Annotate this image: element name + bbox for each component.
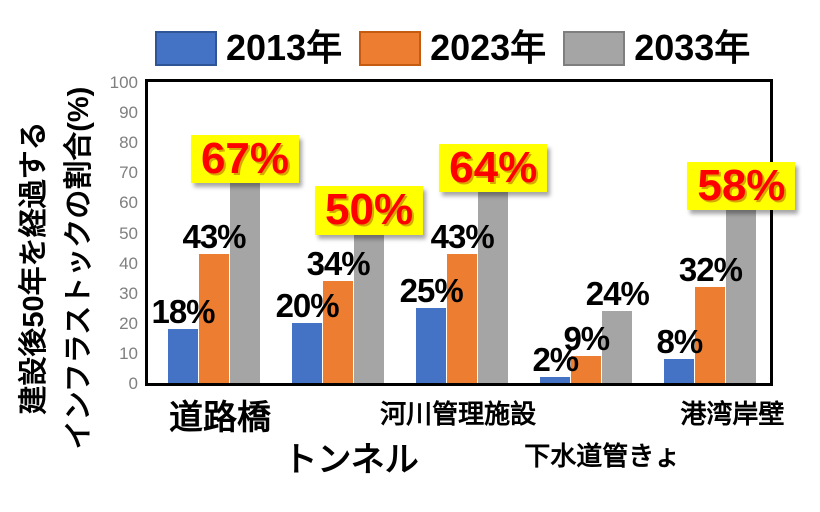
legend: 2013年 2023年 2033年	[155, 30, 750, 66]
y-tick-label: 80	[119, 133, 138, 153]
legend-swatch	[563, 30, 626, 66]
bar	[168, 328, 198, 383]
legend-swatch	[155, 30, 217, 66]
category-label: 港湾岸壁	[680, 399, 785, 429]
bar-value-label: 34%	[306, 244, 371, 282]
bar	[478, 190, 509, 383]
bar	[323, 280, 354, 383]
bar-value-label: 20%	[275, 286, 340, 324]
y-tick-label: 40	[119, 253, 138, 273]
legend-item: 2023年	[359, 30, 546, 66]
y-tick-label: 20	[119, 313, 138, 333]
bar	[695, 286, 726, 383]
category-label: 河川管理施設	[380, 399, 537, 429]
bar	[199, 253, 229, 383]
category-label: 道路橋	[169, 399, 271, 437]
bar-value-label-highlighted: 64%	[439, 144, 548, 193]
legend-label: 2013年	[226, 27, 343, 68]
bar	[540, 376, 571, 383]
bar	[571, 355, 602, 383]
bar-value-label: 43%	[182, 217, 246, 255]
legend-label: 2033年	[634, 27, 751, 68]
bar	[602, 310, 633, 383]
y-axis-title: 建設後50年を経過する インフラストックの割合(%)	[12, 58, 102, 478]
legend-swatch	[359, 30, 422, 66]
y-tick-label: 50	[119, 223, 138, 243]
bar-value-label: 2%	[532, 340, 579, 378]
y-tick-label: 30	[119, 283, 138, 303]
bar	[230, 181, 260, 383]
bar-value-label: 43%	[430, 217, 495, 255]
bar-value-label-highlighted: 58%	[687, 162, 796, 211]
bar-value-label-highlighted: 67%	[190, 135, 300, 184]
y-tick-label: 60	[119, 193, 138, 213]
category-label: トンネル	[283, 441, 419, 479]
bar-value-label: 25%	[399, 271, 464, 309]
y-axis-title-line-1: 建設後50年を経過する	[18, 121, 51, 415]
legend-label: 2023年	[430, 27, 547, 68]
bar-value-label: 32%	[678, 250, 743, 288]
bar	[447, 253, 478, 383]
bar-value-label-highlighted: 50%	[315, 186, 424, 235]
legend-item: 2033年	[563, 30, 750, 66]
bar-value-label: 18%	[151, 292, 215, 330]
y-tick-label: 70	[119, 163, 138, 183]
legend-item: 2013年	[155, 30, 342, 66]
bar	[726, 208, 757, 383]
y-tick-label: 0	[128, 374, 138, 393]
bar	[354, 232, 385, 383]
y-tick-label: 10	[119, 343, 138, 363]
bar	[664, 358, 695, 383]
y-tick-label: 90	[119, 103, 138, 123]
bar	[416, 307, 447, 383]
bar-value-label: 9%	[563, 319, 610, 357]
bar-value-label: 8%	[656, 322, 704, 360]
bar	[292, 322, 323, 383]
bar-value-label: 24%	[585, 274, 650, 312]
y-tick-label: 100	[109, 73, 138, 92]
category-label: 下水道管きょ	[524, 441, 681, 471]
